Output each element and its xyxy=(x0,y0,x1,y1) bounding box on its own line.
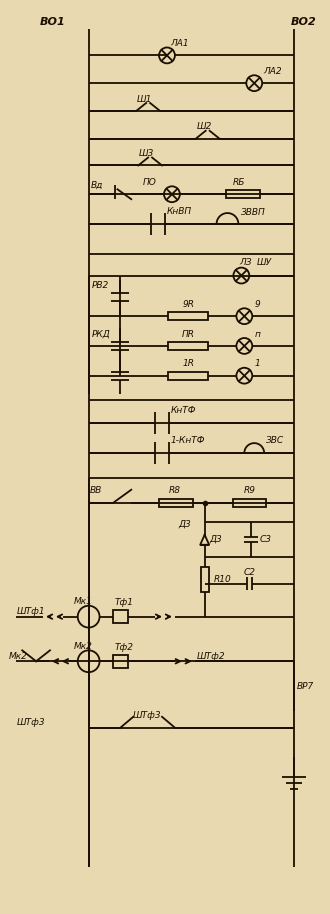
Text: Мк1: Мк1 xyxy=(73,597,92,606)
Text: R8: R8 xyxy=(169,486,181,495)
Text: ВВ: ВВ xyxy=(89,486,102,495)
Text: ШУ: ШУ xyxy=(257,258,272,267)
Text: R9: R9 xyxy=(243,486,255,495)
Text: ПО: ПО xyxy=(143,178,157,186)
Text: КнВП: КнВП xyxy=(167,207,192,216)
Text: ВР7: ВР7 xyxy=(297,682,314,691)
Bar xyxy=(168,313,208,320)
Text: Ш2: Ш2 xyxy=(197,122,212,132)
Bar xyxy=(168,342,208,350)
Text: 1: 1 xyxy=(254,359,260,368)
Bar xyxy=(113,611,128,623)
Text: Д3: Д3 xyxy=(179,520,191,529)
Text: ВО1: ВО1 xyxy=(40,16,66,27)
Text: Д3: Д3 xyxy=(210,535,222,544)
Bar xyxy=(226,190,260,198)
Bar xyxy=(159,499,193,506)
Text: Вд: Вд xyxy=(91,181,103,190)
Text: ЗВВП: ЗВВП xyxy=(241,207,266,217)
Text: ШТф3: ШТф3 xyxy=(16,718,45,728)
Bar xyxy=(233,499,266,506)
Text: R10: R10 xyxy=(214,575,231,584)
Text: ПR: ПR xyxy=(182,330,195,338)
Bar xyxy=(168,372,208,379)
Text: ШТф2: ШТф2 xyxy=(197,652,225,661)
Text: ЛА2: ЛА2 xyxy=(263,67,282,76)
Bar xyxy=(201,568,209,591)
Text: 9: 9 xyxy=(254,300,260,309)
Text: Мк2: Мк2 xyxy=(8,652,27,661)
Text: ШТф3: ШТф3 xyxy=(133,711,161,720)
Text: КнТФ: КнТФ xyxy=(171,406,196,415)
Text: RБ: RБ xyxy=(233,178,246,186)
Text: 1R: 1R xyxy=(182,359,194,368)
Text: ВО2: ВО2 xyxy=(291,16,317,27)
Text: 9R: 9R xyxy=(182,300,194,309)
Text: Тф1: Тф1 xyxy=(115,599,133,607)
Text: Ш1: Ш1 xyxy=(137,94,152,103)
Text: РВ2: РВ2 xyxy=(92,281,109,290)
Text: ЛЗ: ЛЗ xyxy=(239,258,251,267)
Text: Мк2: Мк2 xyxy=(73,642,92,651)
Text: ШТф1: ШТф1 xyxy=(16,607,45,616)
Text: п: п xyxy=(254,330,260,338)
Text: С3: С3 xyxy=(259,535,271,544)
Text: Тф2: Тф2 xyxy=(115,643,133,652)
Text: ЛА1: ЛА1 xyxy=(170,39,188,48)
Bar xyxy=(113,654,128,668)
Text: Ш3: Ш3 xyxy=(139,149,154,158)
Text: ЗВС: ЗВС xyxy=(266,436,284,444)
Text: РКД: РКД xyxy=(92,330,110,338)
Text: С2: С2 xyxy=(243,568,255,577)
Text: 1-КнТФ: 1-КнТФ xyxy=(171,436,206,444)
